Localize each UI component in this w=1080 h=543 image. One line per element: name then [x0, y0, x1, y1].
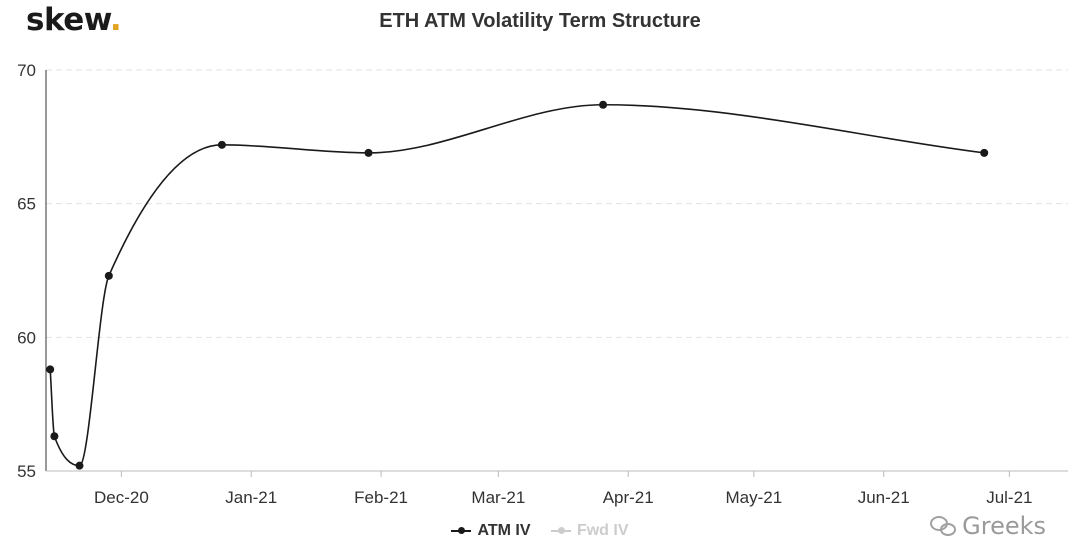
skew-logo: skew. — [26, 2, 122, 38]
data-point-atm-iv-2 — [75, 461, 84, 470]
legend-marker-fwd-iv — [550, 527, 571, 534]
x-tick-label-Dec-20: Dec-20 — [94, 488, 149, 507]
x-tick-label-May-21: May-21 — [726, 488, 783, 507]
data-point-atm-iv-5 — [364, 148, 373, 157]
brand-name: skew — [26, 2, 110, 38]
x-tick-label-Jul-21: Jul-21 — [986, 488, 1032, 507]
series-line-atm-iv — [49, 103, 985, 467]
data-point-atm-iv-7 — [980, 148, 989, 157]
x-tick-label-Jan-21: Jan-21 — [225, 488, 277, 507]
x-tick-label-Feb-21: Feb-21 — [354, 488, 408, 507]
legend-item-fwd-iv[interactable]: Fwd IV — [550, 522, 629, 540]
y-tick-label-70: 70 — [17, 61, 36, 80]
watermark-text: Greeks — [962, 512, 1046, 540]
legend-label-fwd-iv: Fwd IV — [576, 522, 629, 539]
legend: ATM IV Fwd IV — [0, 519, 1080, 540]
data-point-atm-iv-3 — [104, 271, 113, 280]
brand-dot: . — [109, 2, 122, 38]
data-point-atm-iv-1 — [50, 432, 59, 441]
y-tick-label-60: 60 — [17, 328, 36, 347]
y-tick-label-65: 65 — [17, 195, 36, 214]
legend-label-atm-iv: ATM IV — [477, 522, 531, 539]
legend-item-atm-iv[interactable]: ATM IV — [451, 522, 531, 540]
x-tick-label-Mar-21: Mar-21 — [471, 488, 525, 507]
watermark: Greeks — [930, 512, 1046, 540]
y-tick-label-55: 55 — [17, 462, 36, 481]
data-point-atm-iv-4 — [217, 140, 226, 149]
x-tick-label-Jun-21: Jun-21 — [858, 488, 910, 507]
legend-marker-atm-iv — [451, 527, 472, 534]
data-point-atm-iv-6 — [599, 100, 608, 109]
wechat-icon — [930, 516, 957, 536]
chart-title: ETH ATM Volatility Term Structure — [379, 10, 701, 32]
x-tick-label-Apr-21: Apr-21 — [603, 488, 654, 507]
data-point-atm-iv-0 — [46, 365, 55, 374]
